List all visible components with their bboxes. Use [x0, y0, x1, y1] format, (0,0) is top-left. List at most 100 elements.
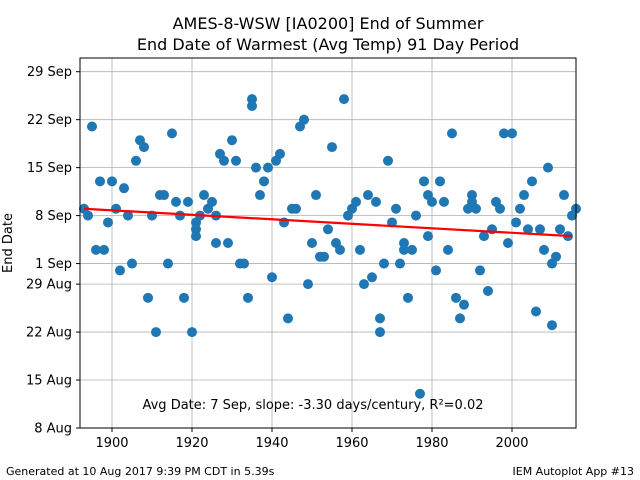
data-point — [171, 196, 181, 207]
trend-line — [83, 207, 573, 238]
data-point — [183, 196, 193, 207]
data-point — [139, 142, 149, 153]
x-tick-label: 2000 — [495, 436, 528, 451]
data-point — [551, 251, 561, 262]
footer-generated: Generated at 10 Aug 2017 9:39 PM CDT in … — [6, 465, 275, 478]
data-point — [475, 265, 485, 276]
footer-app: IEM Autoplot App #13 — [513, 465, 635, 478]
data-point — [495, 203, 505, 214]
data-point — [299, 114, 309, 125]
data-point — [259, 176, 269, 187]
data-point — [431, 265, 441, 276]
y-axis: 8 Aug 15 Aug 22 Aug 29 Aug 1 Sep 8 Sep 15 Sep 2… — [26, 65, 80, 437]
x-axis: 1900 1920 1940 1960 1980 2000 — [95, 428, 529, 451]
data-point — [399, 238, 409, 248]
data-point — [247, 100, 257, 111]
y-tick-label: 8 Sep — [35, 209, 72, 224]
data-point — [535, 224, 545, 235]
data-point — [395, 258, 405, 269]
data-point — [339, 94, 349, 105]
data-point — [267, 272, 277, 283]
data-point — [455, 313, 465, 324]
data-point — [367, 272, 377, 283]
data-point — [319, 251, 329, 262]
data-point — [415, 388, 425, 399]
data-point — [503, 238, 513, 248]
x-tick-label: 1900 — [95, 436, 128, 451]
data-point — [351, 196, 361, 207]
data-point — [539, 244, 549, 255]
data-point — [231, 155, 241, 166]
data-point — [451, 292, 461, 303]
data-point — [199, 190, 209, 201]
data-point — [283, 313, 293, 324]
data-point — [519, 190, 529, 201]
data-point — [359, 279, 369, 290]
data-point — [207, 196, 217, 207]
data-point — [327, 142, 337, 153]
data-point — [111, 203, 121, 214]
x-tick-label: 1960 — [335, 436, 368, 451]
data-point — [83, 210, 93, 221]
data-point — [423, 231, 433, 242]
data-point — [399, 244, 409, 255]
data-point — [411, 210, 421, 221]
data-point — [247, 94, 257, 105]
data-point — [219, 155, 229, 166]
data-point — [179, 292, 189, 303]
data-point — [443, 244, 453, 255]
y-tick-label: 1 Sep — [35, 257, 72, 272]
data-point — [363, 190, 373, 201]
y-tick-label: 8 Aug — [34, 422, 72, 437]
data-point — [559, 190, 569, 201]
data-point — [435, 176, 445, 187]
data-point — [275, 148, 285, 159]
y-tick-label: 15 Sep — [27, 161, 72, 176]
data-point — [159, 190, 169, 201]
data-point — [163, 258, 173, 269]
data-point — [175, 210, 185, 221]
data-point — [187, 327, 197, 338]
plot-frame — [79, 57, 577, 429]
data-point — [167, 128, 177, 139]
data-point — [543, 162, 553, 173]
data-point — [291, 203, 301, 214]
y-tick-label: 29 Aug — [26, 278, 72, 293]
data-point — [323, 224, 333, 235]
data-point — [115, 265, 125, 276]
data-point — [419, 176, 429, 187]
data-point — [119, 183, 129, 194]
data-point — [227, 135, 237, 146]
data-point — [87, 121, 97, 132]
data-point — [263, 162, 273, 173]
data-point — [143, 292, 153, 303]
data-point — [375, 327, 385, 338]
data-point — [95, 176, 105, 187]
data-point — [407, 244, 417, 255]
data-point — [91, 244, 101, 255]
data-point — [471, 203, 481, 214]
data-point — [335, 244, 345, 255]
data-point — [151, 327, 161, 338]
data-point — [439, 196, 449, 207]
y-tick-label: 29 Sep — [27, 65, 72, 80]
y-tick-label: 22 Aug — [26, 326, 72, 341]
data-point — [391, 203, 401, 214]
data-point — [379, 258, 389, 269]
data-point — [191, 231, 201, 242]
data-point — [383, 155, 393, 166]
data-point — [467, 190, 477, 201]
chart-title-line-1: AMES-8-WSW [IA0200] End of Summer — [173, 14, 484, 33]
data-point — [127, 258, 137, 269]
data-points — [79, 94, 581, 399]
data-point — [459, 299, 469, 310]
data-point — [123, 210, 133, 221]
data-point — [403, 292, 413, 303]
data-point — [223, 238, 233, 248]
trend-annotation: Avg Date: 7 Sep, slope: -3.30 days/centu… — [142, 398, 483, 413]
data-point — [547, 320, 557, 331]
data-point — [211, 238, 221, 248]
y-axis-label: End Date — [1, 213, 16, 273]
data-point — [255, 190, 265, 201]
